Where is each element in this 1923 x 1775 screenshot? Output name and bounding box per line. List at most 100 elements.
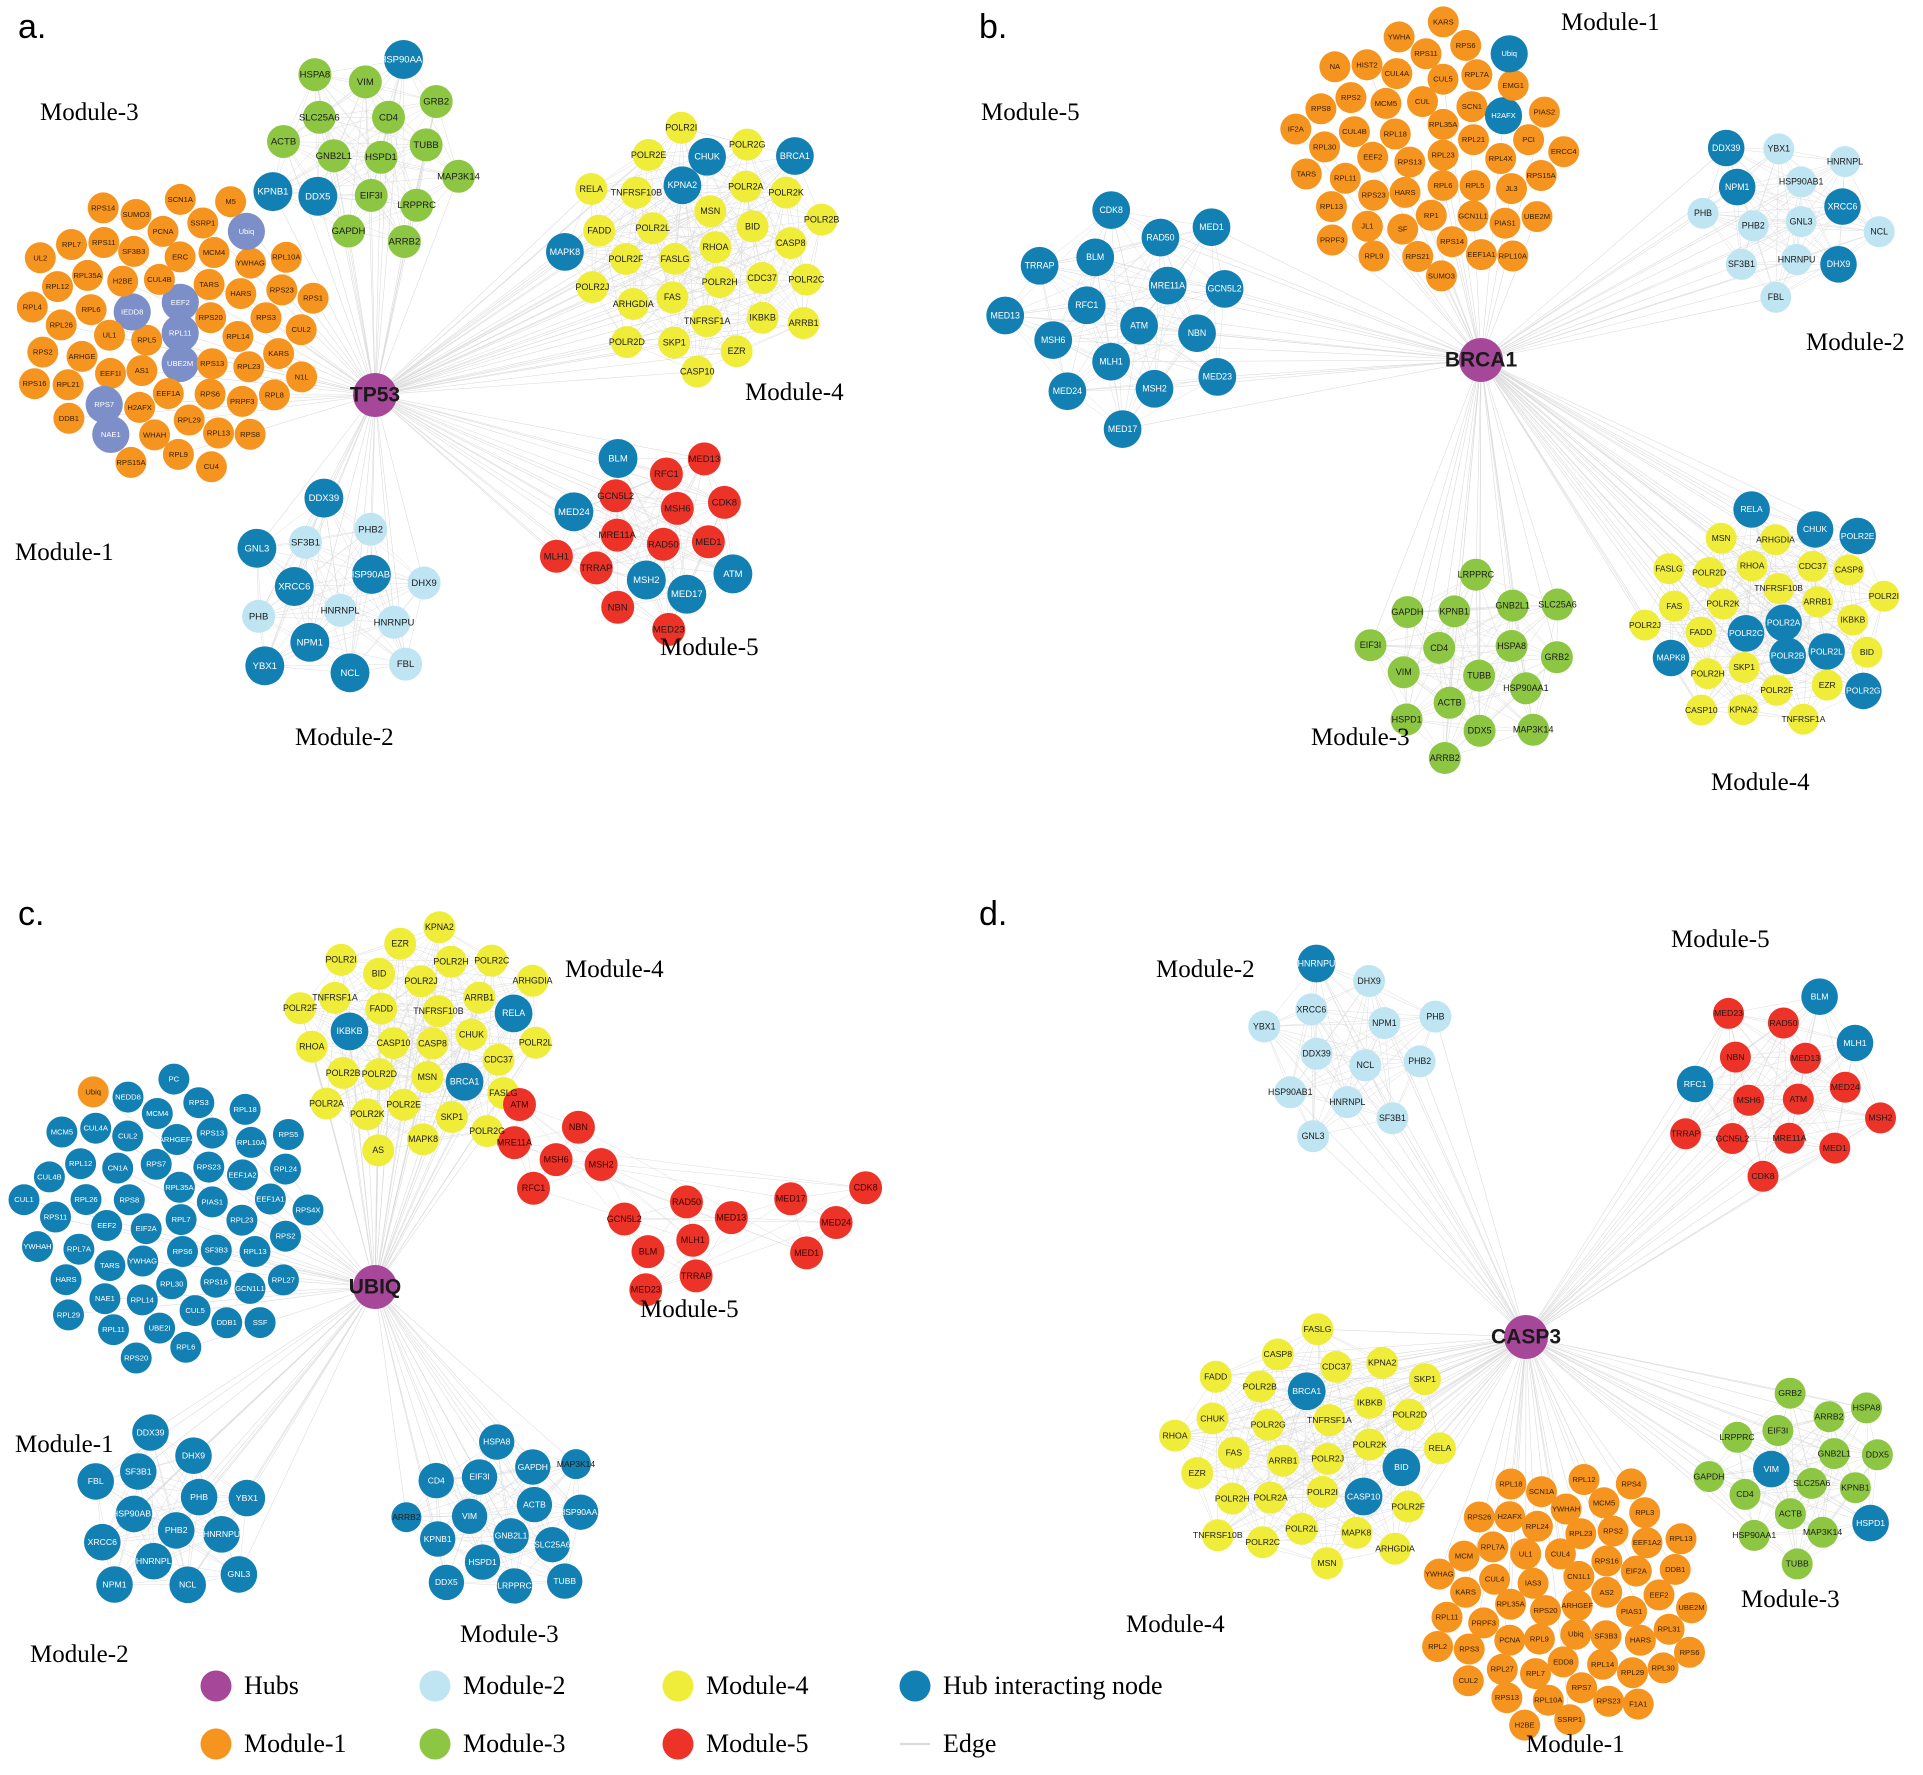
svg-text:GAPDH: GAPDH (332, 226, 366, 237)
svg-text:EEF2: EEF2 (1363, 153, 1382, 162)
svg-text:Module-1: Module-1 (1526, 1731, 1625, 1758)
svg-text:RPL12: RPL12 (69, 1159, 92, 1168)
svg-text:SF3B1: SF3B1 (1379, 1113, 1406, 1123)
svg-text:RPS3: RPS3 (189, 1098, 209, 1107)
svg-text:RPS21: RPS21 (1406, 252, 1430, 261)
svg-text:MRE11A: MRE11A (1772, 1133, 1806, 1143)
svg-text:RPS13: RPS13 (1398, 158, 1422, 167)
svg-text:FASLG: FASLG (660, 254, 689, 264)
svg-text:RPL7A: RPL7A (67, 1245, 92, 1254)
svg-text:YBX1: YBX1 (236, 1493, 258, 1503)
svg-text:RPL13: RPL13 (1320, 202, 1343, 211)
svg-text:RPL10A: RPL10A (272, 253, 301, 262)
svg-text:NPM1: NPM1 (102, 1579, 126, 1589)
svg-text:PCNA: PCNA (152, 227, 174, 236)
svg-text:POLR2I: POLR2I (1869, 591, 1899, 601)
svg-text:POLR2B: POLR2B (326, 1068, 361, 1078)
svg-text:HSP90AB1: HSP90AB1 (1779, 177, 1824, 187)
svg-text:NBN: NBN (608, 602, 628, 613)
svg-text:HARS: HARS (1630, 1636, 1651, 1645)
svg-text:MSH6: MSH6 (664, 504, 690, 515)
svg-text:CUL4B: CUL4B (1342, 127, 1366, 136)
svg-text:MED13: MED13 (716, 1212, 746, 1222)
svg-text:RPS4X: RPS4X (296, 1205, 321, 1214)
svg-text:MRE11A: MRE11A (1150, 280, 1185, 290)
svg-text:RPL10A: RPL10A (1499, 251, 1528, 260)
svg-text:ARHGDIA: ARHGDIA (1375, 1544, 1415, 1554)
svg-text:Ubiq: Ubiq (1501, 49, 1517, 58)
svg-text:NPM1: NPM1 (1372, 1018, 1397, 1028)
svg-text:MSH2: MSH2 (633, 575, 659, 586)
svg-text:CN1L1: CN1L1 (1567, 1572, 1591, 1581)
svg-text:H2BE: H2BE (1515, 1721, 1535, 1730)
svg-text:GNL3: GNL3 (228, 1569, 251, 1579)
svg-text:PHB: PHB (190, 1492, 208, 1502)
svg-text:CASP3: CASP3 (1491, 1326, 1561, 1349)
svg-text:TNFRSF1A: TNFRSF1A (312, 993, 358, 1003)
svg-text:POLR2D: POLR2D (362, 1069, 397, 1079)
svg-text:BRCA1: BRCA1 (450, 1077, 479, 1087)
svg-text:EEF1A1: EEF1A1 (256, 1195, 284, 1204)
svg-text:ARRB2: ARRB2 (1815, 1412, 1844, 1422)
svg-text:YWHAH: YWHAH (1552, 1504, 1580, 1513)
svg-text:HSP90AA1: HSP90AA1 (1503, 683, 1549, 693)
svg-text:TNFRSF10B: TNFRSF10B (611, 188, 663, 198)
svg-text:PIAS1: PIAS1 (1621, 1607, 1643, 1616)
svg-text:RPS20: RPS20 (124, 1354, 148, 1363)
svg-text:NAE1: NAE1 (95, 1294, 115, 1303)
svg-text:YBX1: YBX1 (1768, 144, 1791, 154)
svg-text:POLR2H: POLR2H (702, 277, 738, 287)
svg-text:PHB2: PHB2 (165, 1525, 188, 1535)
svg-text:GCN1L1: GCN1L1 (235, 1284, 265, 1293)
svg-text:CUL4A: CUL4A (83, 1124, 108, 1133)
svg-text:Ubiq: Ubiq (1568, 1630, 1584, 1639)
svg-text:IF2A: IF2A (1288, 125, 1305, 134)
svg-text:RPL11: RPL11 (1334, 174, 1357, 183)
svg-text:c.: c. (18, 895, 44, 933)
svg-text:Module-2: Module-2 (463, 1671, 566, 1700)
svg-text:MED17: MED17 (776, 1194, 806, 1204)
svg-text:RPS6: RPS6 (173, 1247, 193, 1256)
svg-text:FBL: FBL (397, 659, 414, 670)
svg-text:ARRB2: ARRB2 (1430, 753, 1460, 763)
svg-text:SLC25A6: SLC25A6 (1793, 1478, 1830, 1488)
svg-text:ARRB2: ARRB2 (392, 1512, 421, 1522)
svg-text:RPS4: RPS4 (1621, 1479, 1641, 1488)
svg-text:RPS7: RPS7 (1572, 1683, 1592, 1692)
svg-text:IKBKB: IKBKB (1840, 615, 1865, 625)
svg-text:SSRP1: SSRP1 (190, 219, 215, 228)
svg-text:GAPDH: GAPDH (518, 1462, 548, 1472)
svg-text:TP53: TP53 (350, 384, 400, 407)
svg-text:DDX39: DDX39 (1712, 143, 1740, 153)
svg-text:ERC: ERC (172, 252, 189, 261)
svg-text:NCL: NCL (1356, 1060, 1374, 1070)
svg-text:EEF1A: EEF1A (156, 389, 181, 398)
svg-text:FAS: FAS (1666, 601, 1682, 611)
svg-text:KPNB1: KPNB1 (257, 187, 288, 198)
svg-text:MED13: MED13 (1791, 1053, 1820, 1063)
svg-text:RPL27: RPL27 (1491, 1665, 1514, 1674)
svg-text:HNRNPU: HNRNPU (1298, 958, 1336, 968)
svg-text:CUL5: CUL5 (185, 1306, 204, 1315)
svg-text:POLR2L: POLR2L (1285, 1524, 1318, 1534)
svg-text:MLH1: MLH1 (1099, 357, 1123, 367)
svg-text:ARHGDIA: ARHGDIA (512, 976, 552, 986)
svg-text:RELA: RELA (1740, 504, 1763, 514)
svg-text:RPS15A: RPS15A (116, 458, 146, 467)
svg-text:RPS2: RPS2 (276, 1232, 296, 1241)
svg-text:Edge: Edge (943, 1729, 996, 1758)
svg-text:Module-2: Module-2 (1156, 956, 1255, 983)
svg-text:CHUK: CHUK (694, 152, 720, 162)
svg-text:MED1: MED1 (1823, 1143, 1847, 1153)
svg-text:Module-3: Module-3 (463, 1729, 566, 1758)
svg-text:PHB: PHB (1694, 208, 1712, 218)
svg-text:HSP90AB1: HSP90AB1 (112, 1509, 156, 1519)
svg-text:HIST2: HIST2 (1356, 60, 1378, 69)
svg-text:HSPA8: HSPA8 (1853, 1403, 1881, 1413)
svg-text:TUBB: TUBB (553, 1576, 576, 1586)
svg-text:HSP90AA1: HSP90AA1 (1732, 1530, 1776, 1540)
svg-text:Module-4: Module-4 (745, 379, 844, 406)
svg-text:HNRNPL: HNRNPL (1329, 1097, 1365, 1107)
svg-text:KPNB1: KPNB1 (1440, 606, 1470, 616)
svg-text:PCI: PCI (1522, 135, 1535, 144)
